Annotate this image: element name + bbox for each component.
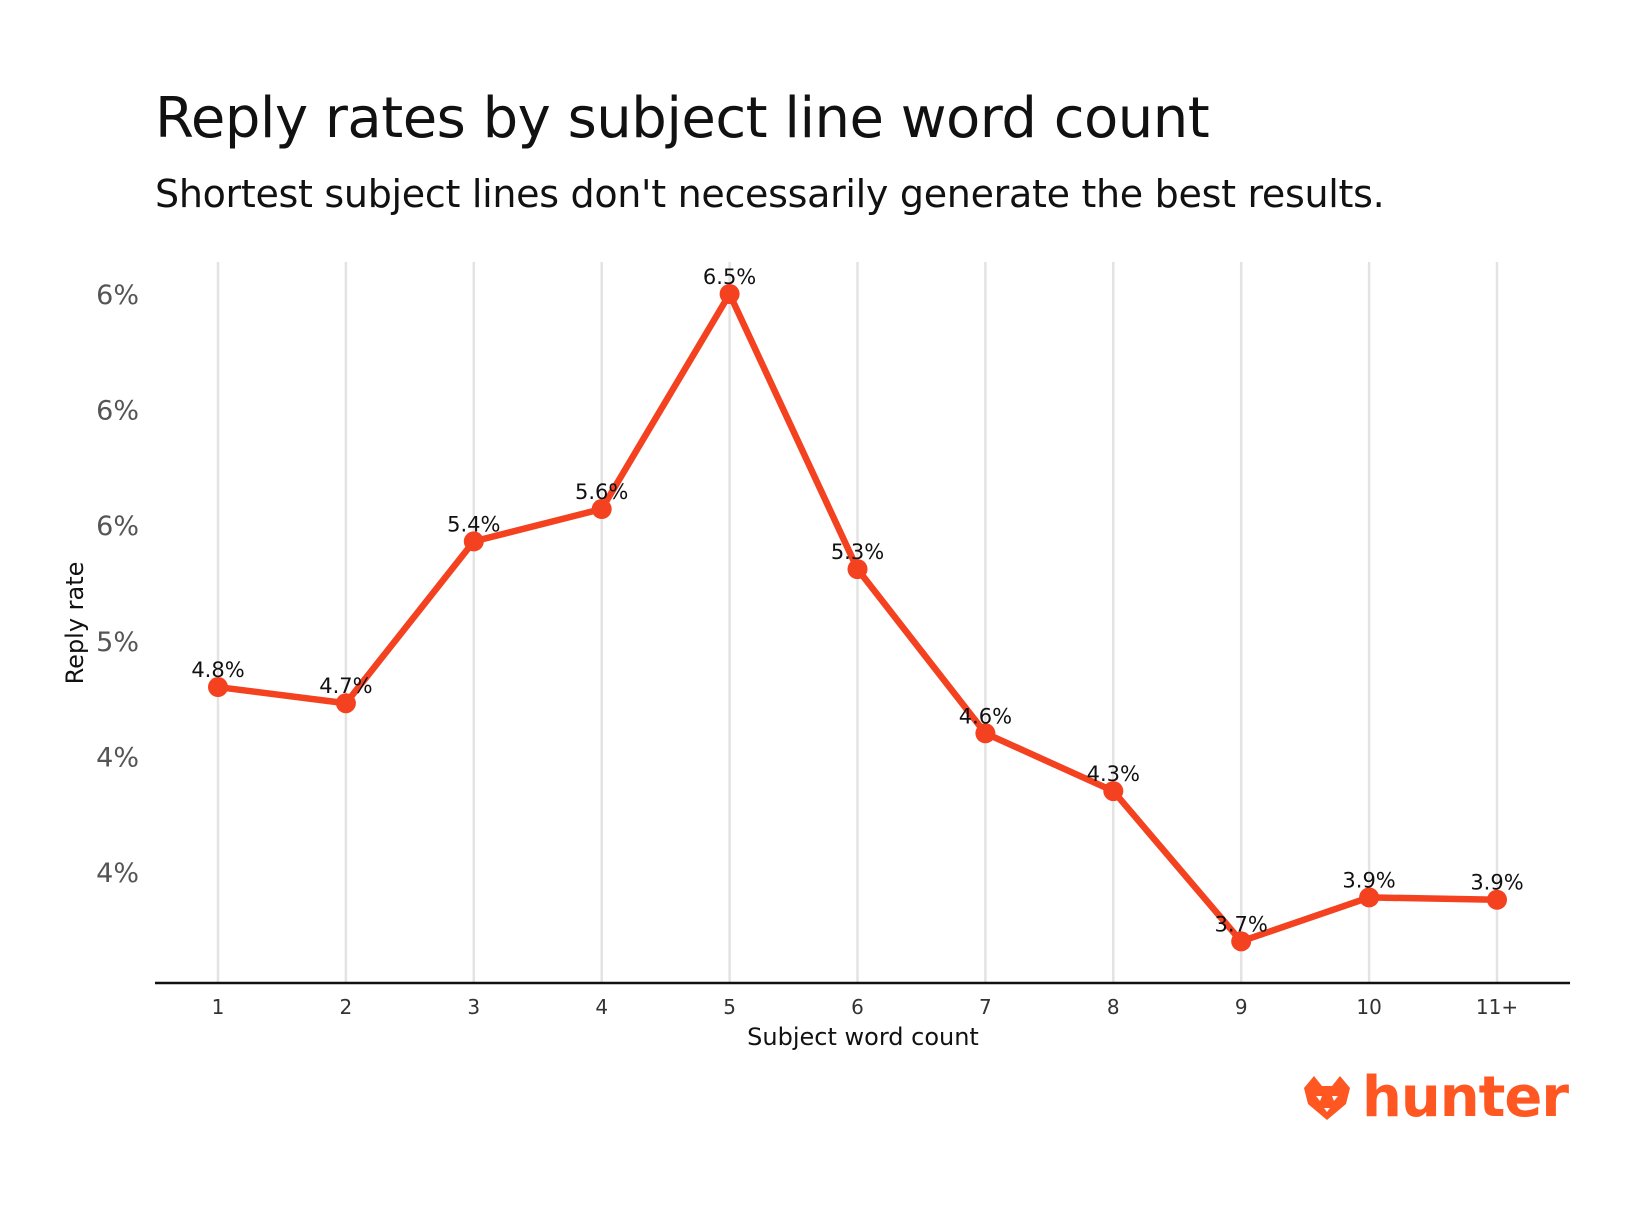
data-point	[208, 677, 228, 698]
x-tick-label: 2	[340, 995, 353, 1019]
data-point	[463, 531, 484, 552]
data-point	[1231, 931, 1252, 952]
x-tick-label: 3	[467, 995, 480, 1019]
x-tick-label: 10	[1356, 995, 1381, 1019]
x-axis-label: Subject word count	[747, 1023, 979, 1051]
y-tick-label: 4%	[96, 742, 139, 773]
data-label: 3.7%	[1215, 912, 1268, 936]
x-axis-ticks: 1 2 3 4 5 6 7 8 9 10 11+	[212, 995, 1518, 1019]
brand-name: hunter	[1362, 1065, 1569, 1130]
data-point	[591, 499, 612, 520]
x-tick-label: 1	[212, 995, 225, 1019]
data-label: 4.3%	[1087, 762, 1140, 786]
data-label: 6.5%	[703, 265, 756, 289]
brand-logo: hunter	[1302, 1065, 1569, 1130]
y-tick-label: 6%	[96, 396, 139, 427]
x-tick-label: 11+	[1476, 995, 1518, 1019]
data-point	[975, 723, 996, 744]
grid-lines	[216, 262, 1499, 982]
data-label: 4.6%	[959, 704, 1012, 728]
x-tick-label: 9	[1235, 995, 1248, 1019]
data-point	[1359, 887, 1380, 908]
x-tick-label: 4	[595, 995, 608, 1019]
data-label: 3.9%	[1342, 868, 1395, 892]
y-tick-label: 4%	[96, 858, 139, 889]
data-point	[719, 284, 740, 304]
data-label: 5.4%	[447, 512, 500, 536]
data-point	[335, 693, 356, 714]
x-tick-label: 6	[851, 995, 864, 1019]
data-label: 5.6%	[575, 480, 628, 504]
data-points	[208, 284, 1507, 952]
chart-subtitle: Shortest subject lines don't necessarily…	[155, 172, 1385, 216]
data-label: 4.8%	[191, 658, 244, 682]
y-axis-label: Reply rate	[61, 562, 89, 685]
data-point	[1103, 781, 1124, 802]
x-tick-label: 7	[979, 995, 992, 1019]
y-tick-label: 6%	[96, 511, 139, 542]
x-tick-label: 8	[1107, 995, 1120, 1019]
data-point	[1487, 889, 1507, 910]
y-axis-ticks: 4% 4% 5% 6% 6% 6%	[96, 280, 139, 889]
x-tick-label: 5	[723, 995, 736, 1019]
data-label: 5.3%	[831, 540, 884, 564]
y-tick-label: 5%	[96, 627, 139, 658]
data-labels: 4.8% 4.7% 5.4% 5.6% 6.5% 5.3% 4.6% 4.3% 3.7% 3.9%…	[191, 265, 1523, 936]
fox-head-icon	[1304, 1076, 1350, 1120]
chart-title: Reply rates by subject line word count	[155, 86, 1210, 151]
y-tick-label: 6%	[96, 280, 139, 311]
data-label: 4.7%	[319, 674, 372, 698]
data-label: 3.9%	[1470, 871, 1523, 895]
data-point	[847, 559, 868, 580]
